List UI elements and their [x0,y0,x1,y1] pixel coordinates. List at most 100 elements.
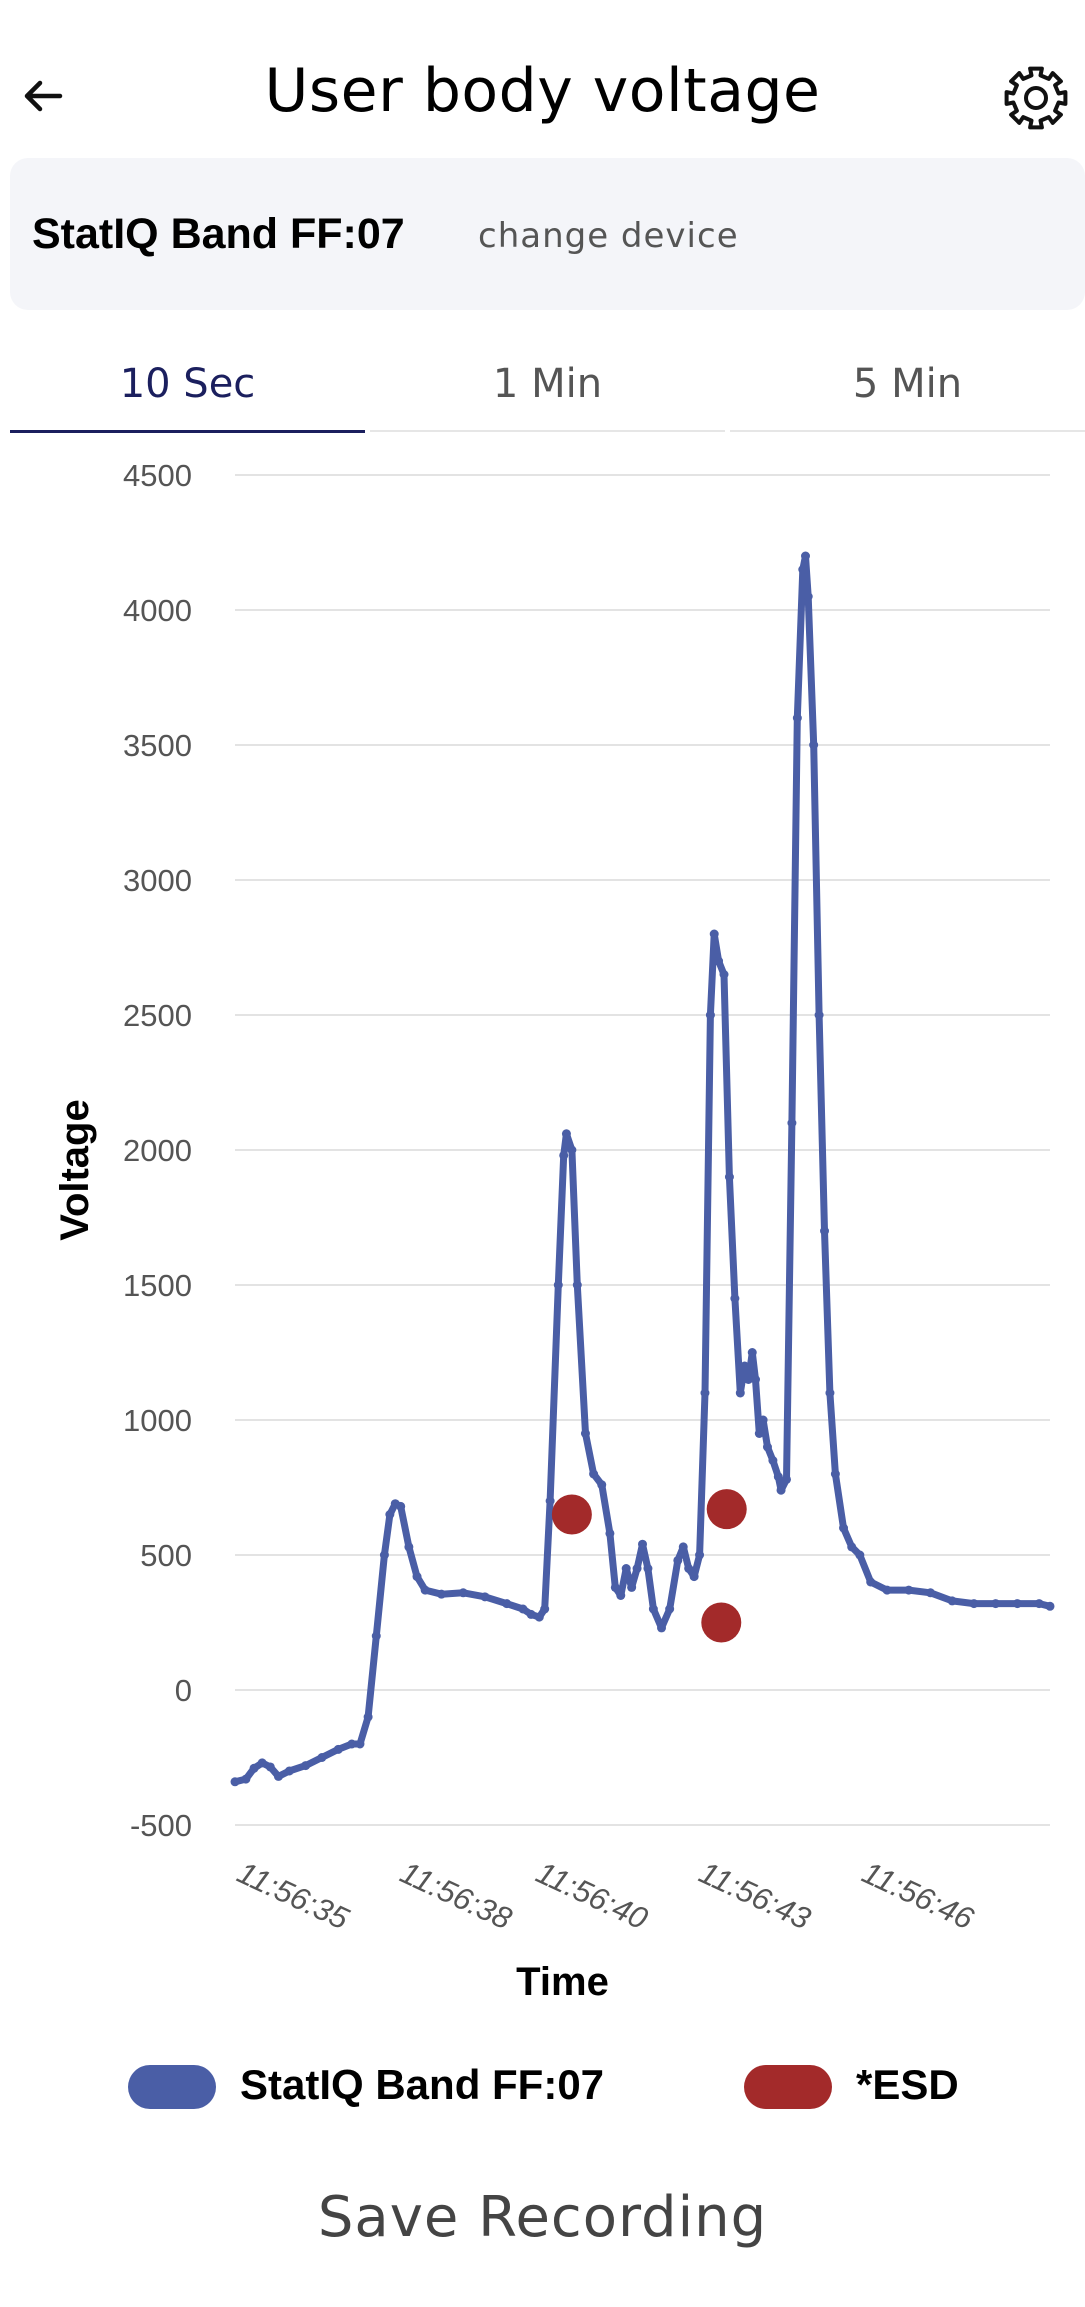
y-tick-label: -500 [130,1808,192,1843]
series-point [355,1739,365,1749]
series-point [801,551,810,561]
series-point [678,1542,688,1552]
series-point [709,929,719,939]
series-point [773,1472,783,1482]
x-tick-label: 11:56:43 [694,1855,816,1937]
tab-10-sec[interactable]: 10 Sec [10,350,365,433]
x-tick-label: 11:56:35 [232,1855,355,1937]
series-point [580,1429,590,1438]
series-point [265,1762,275,1772]
x-axis-title: Time [516,1960,609,2004]
series-point [735,1388,745,1398]
series-point [545,1496,555,1506]
series-point [526,1609,536,1619]
series-point [814,1010,824,1020]
series-point [947,1596,957,1606]
series-point [758,1415,768,1425]
series-point [798,565,808,574]
series-point [754,1429,764,1438]
series-point [839,1523,849,1533]
series-point [420,1585,430,1595]
page-title: User body voltage [264,56,821,126]
device-name: StatIQ Band FF:07 [32,210,405,258]
series-point [792,713,802,723]
legend-label-esd: *ESD [856,2061,959,2108]
legend-label-band: StatIQ Band FF:07 [240,2061,605,2108]
tab-1-min[interactable]: 1 Min [370,350,725,432]
esd-marker [706,1489,747,1530]
series-point [412,1572,422,1582]
series-point [553,1280,563,1290]
series-point [1012,1599,1022,1609]
series-point [768,1456,778,1465]
series-point [747,1348,757,1357]
series-point [803,592,813,601]
series-point [925,1588,935,1598]
series-point [830,1469,840,1479]
series-point [657,1623,667,1633]
series-point [559,1150,569,1160]
x-tick-label: 11:56:40 [531,1855,653,1937]
header: User body voltage [0,0,1085,150]
series-point [638,1539,647,1549]
series-point [379,1550,389,1560]
series-point [695,1550,705,1560]
series-point [605,1528,615,1538]
save-recording-button[interactable]: Save Recording [317,2185,768,2250]
tab-5-min[interactable]: 5 Min [730,350,1085,432]
series-point [284,1766,294,1776]
series-point [540,1604,550,1614]
device-card: StatIQ Band FF:07 change device [10,158,1085,310]
series-point [363,1712,373,1722]
y-tick-label: 2500 [123,998,192,1033]
series-point [518,1604,528,1614]
legend-item-esd: *ESD [744,2055,1044,2125]
y-tick-label: 2000 [123,1133,192,1168]
series-point [241,1774,251,1784]
legend-swatch-band [128,2065,216,2109]
y-tick-label: 1500 [123,1268,192,1303]
series-point [502,1599,512,1609]
series-point [743,1375,753,1384]
series-point [991,1599,1001,1609]
series-point [1045,1601,1055,1611]
back-button[interactable] [18,66,78,126]
series-point [809,740,819,750]
arrow-left-icon [24,80,63,112]
series-point [751,1375,761,1384]
series-point [689,1572,699,1582]
series-point [762,1442,772,1452]
esd-marker [551,1494,592,1535]
series-point [882,1585,892,1595]
series-point [820,1226,830,1236]
series-point [730,1294,740,1303]
voltage-chart: 4500 4000 3500 3000 2500 2000 1500 1000 500 0 -500… [0,440,1085,2040]
time-range-tabs: 10 Sec 1 Min 5 Min [10,350,1085,433]
series-point [567,1145,577,1155]
series-point [904,1585,914,1595]
series-point [643,1564,653,1573]
series-point [301,1761,311,1771]
legend-swatch-esd [744,2065,832,2109]
series-point [561,1129,571,1139]
series-point [572,1280,582,1290]
series-point [781,1474,791,1484]
series-point [347,1739,357,1749]
series-point [589,1469,599,1479]
change-device-link[interactable]: change device [478,216,739,256]
series-point [610,1582,620,1592]
series-point [480,1592,490,1602]
y-tick-label: 4000 [123,593,192,628]
series-point [627,1582,637,1592]
series-point [684,1564,694,1573]
y-tick-label: 0 [175,1673,192,1708]
series-point [632,1564,642,1573]
series-point [673,1555,683,1565]
series-point [371,1631,381,1641]
settings-button[interactable] [1000,62,1072,134]
y-tick-label: 1000 [123,1403,192,1438]
series-point [534,1612,544,1622]
series-point [1034,1599,1044,1609]
y-axis-title: Voltage [53,1099,97,1241]
series-point [855,1550,865,1560]
